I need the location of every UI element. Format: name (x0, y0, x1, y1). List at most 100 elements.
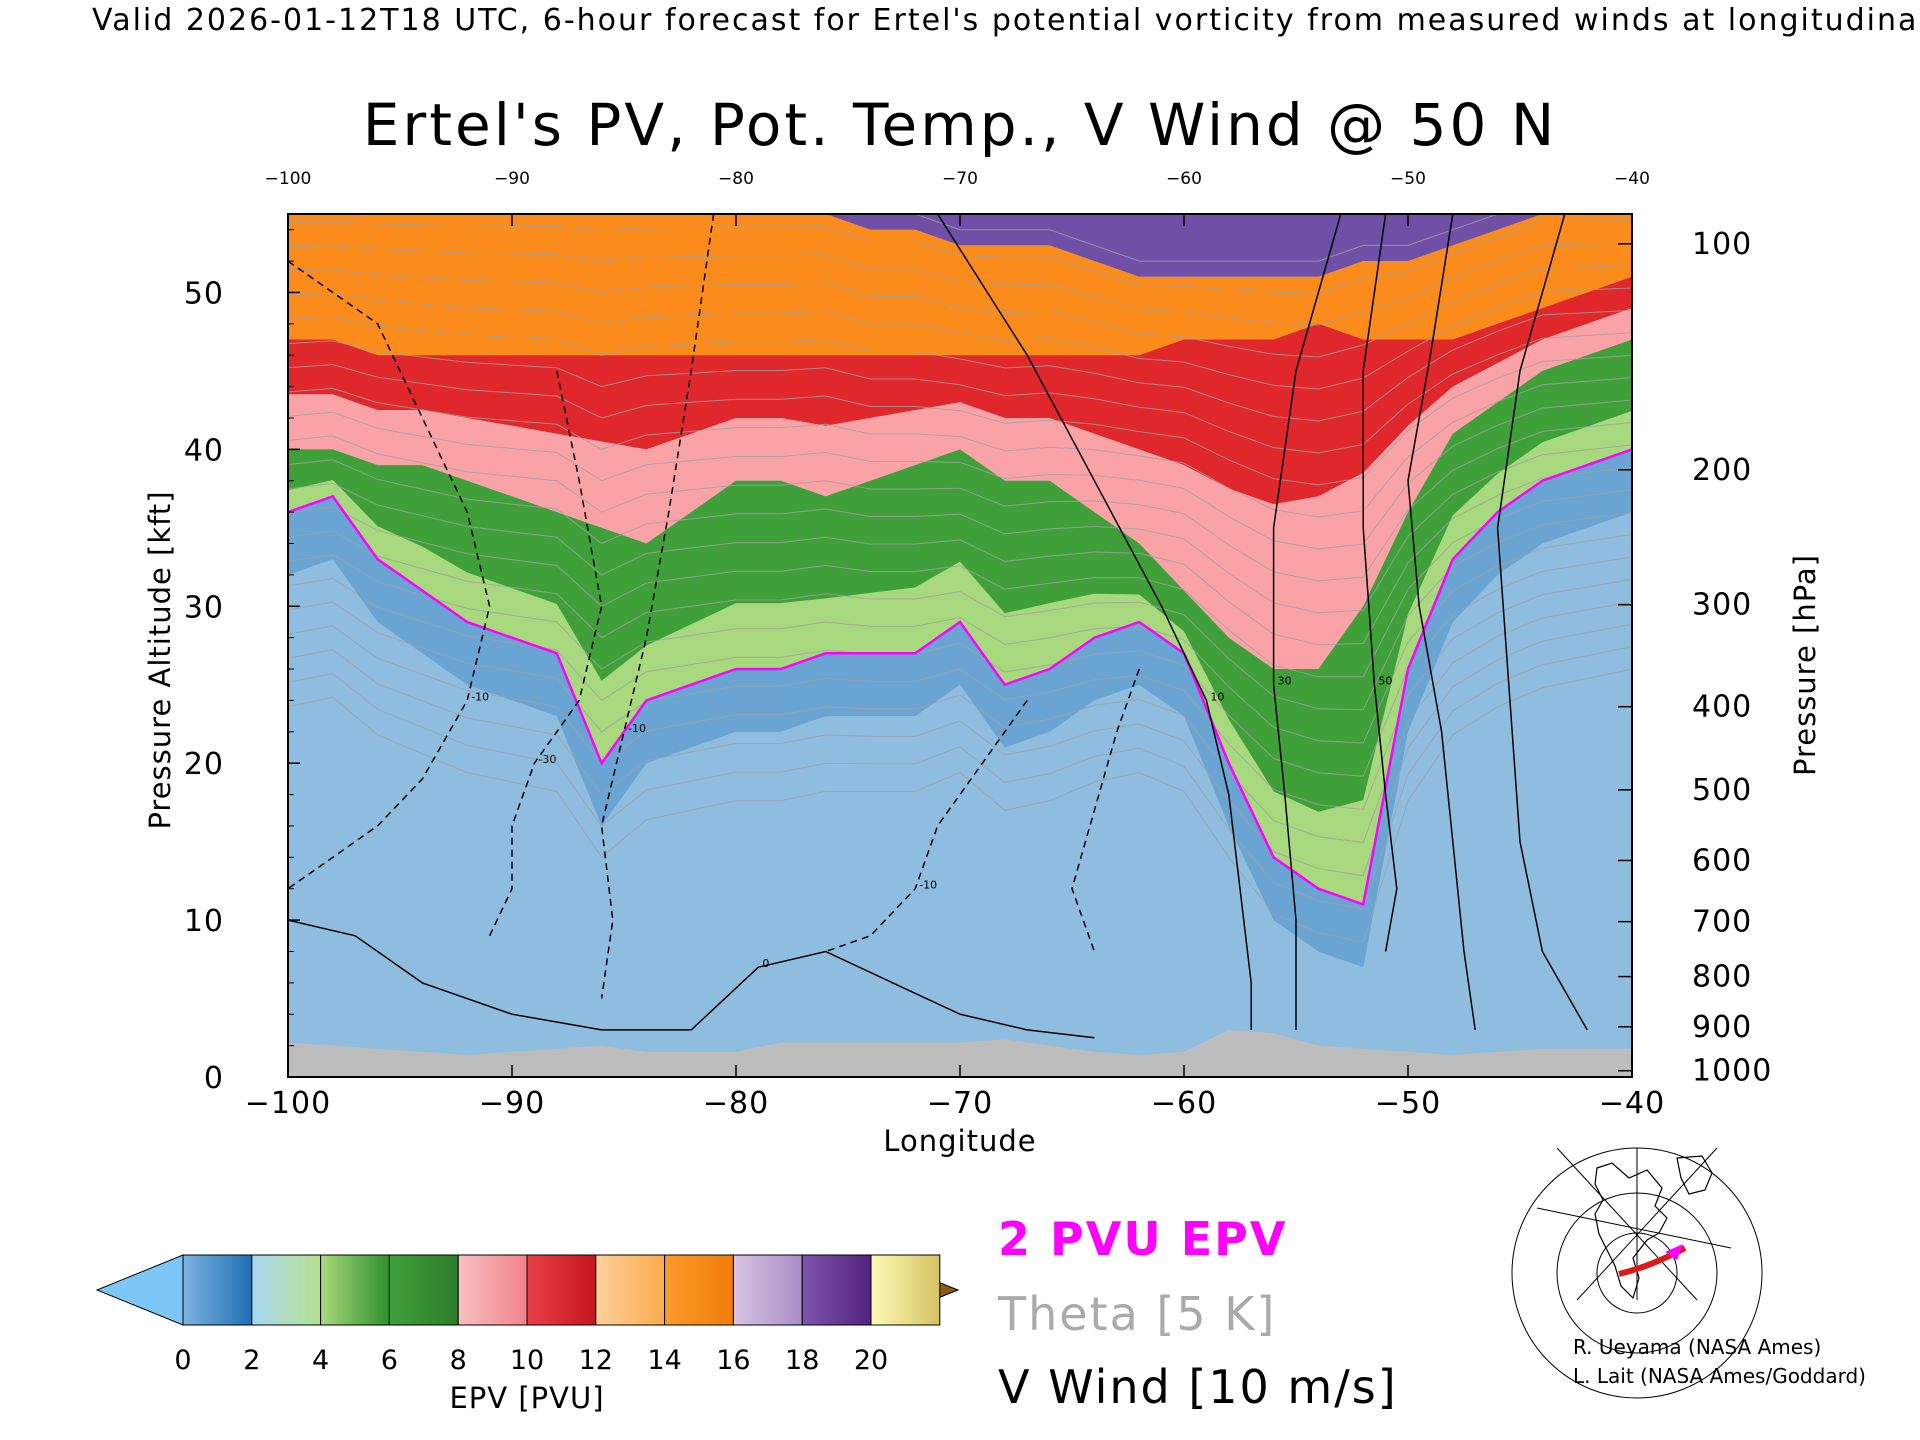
x-top-tick-label: −90 (494, 169, 530, 189)
theta-contour-line (288, 377, 1632, 518)
theta-contour-line (288, 444, 1632, 614)
v-wind-contour-label: 0 (762, 957, 769, 970)
colorbar-tick-label: 18 (785, 1345, 819, 1376)
colorbar-segment (595, 1254, 666, 1326)
v-wind-contour-9 (825, 699, 1028, 953)
x-tick-label: −60 (1151, 1086, 1217, 1121)
colorbar-segment (251, 1254, 322, 1326)
colorbar-segment (320, 1254, 390, 1326)
chart-title: Ertel's PV, Pot. Temp., V Wind @ 50 N (363, 91, 1557, 159)
pressure-tick-label: 500 (1692, 773, 1752, 808)
pressure-tick-label: 700 (1692, 905, 1752, 940)
globe-map-icon (1511, 1147, 1763, 1399)
x-top-tick-label: −80 (718, 169, 754, 189)
theta-contour-line (288, 668, 1632, 943)
legend-vwind: V Wind [10 m/s] (998, 1360, 1398, 1414)
x-tick-label: −70 (927, 1086, 993, 1121)
credit-line-1: R. Ueyama (NASA Ames) (1573, 1335, 1821, 1359)
plot-area: 10 30 50 0 -10 -30 -10 -10 (288, 214, 1632, 1077)
colorbar-tick-label: 6 (381, 1345, 398, 1376)
colorbar-tick-label: 0 (174, 1345, 191, 1376)
colorbar-tick-label: 16 (716, 1345, 750, 1376)
colorbar-segment (526, 1254, 597, 1326)
colorbar-segment (732, 1254, 803, 1326)
x-tick-label: −90 (479, 1086, 545, 1121)
theta-contour-line (288, 332, 1632, 454)
pressure-tick-label: 800 (1692, 960, 1752, 995)
theta-contour-line (288, 489, 1632, 678)
x-top-tick-label: −40 (1614, 169, 1650, 189)
theta-contour-line (288, 242, 1632, 326)
colorbar-tick-label: 10 (510, 1345, 544, 1376)
theta-contour-line (288, 354, 1632, 486)
theta-contour-line (868, 214, 1500, 262)
colorbar-under-triangle (95, 1254, 184, 1326)
colorbar: 0 2 4 6 8 10 12 14 16 18 20 (95, 1254, 960, 1376)
v-wind-contour-label: -30 (538, 753, 556, 766)
pressure-tick-label: 600 (1692, 843, 1752, 878)
x-tick-label: −100 (245, 1086, 331, 1121)
x-tick-label: −50 (1375, 1086, 1441, 1121)
colorbar-tick-label: 12 (579, 1345, 613, 1376)
colorbar-segment (388, 1254, 459, 1326)
legend-theta: Theta [5 K] (997, 1287, 1276, 1341)
v-wind-contour-6 (288, 260, 491, 890)
theta-contour-line (288, 220, 1632, 294)
theta-contour-line (288, 534, 1632, 744)
x-tick-label: −40 (1599, 1086, 1665, 1121)
header-line: Valid 2026-01-12T18 UTC, 6-hour forecast… (92, 3, 1920, 38)
v-wind-contour-label: 10 (1210, 690, 1224, 703)
v-wind-contour-label: -10 (628, 722, 646, 735)
v-wind-contour-4 (1496, 214, 1588, 1031)
theta-contour-line (288, 309, 1632, 422)
theta-contour-line (288, 646, 1632, 910)
v-wind-contour-5 (288, 919, 1095, 1039)
x-top-tick-label: −100 (265, 169, 312, 189)
x-top-tick-label: −70 (942, 169, 978, 189)
v-wind-contour-7 (488, 370, 603, 937)
pressure-tick-label: 100 (1692, 227, 1752, 262)
x-axis-label: Longitude (883, 1124, 1036, 1158)
pressure-tick-label: 1000 (1692, 1054, 1772, 1089)
v-wind-contour-8 (600, 214, 715, 999)
y-axis-label-right: Pressure [hPa] (1788, 554, 1822, 776)
v-wind-contour-1 (1272, 214, 1342, 1030)
y-tick-label: 20 (184, 747, 224, 782)
y-axis-label-left: Pressure Altitude [kft] (143, 490, 177, 829)
colorbar-segment (801, 1254, 872, 1326)
x-tick-label: −80 (703, 1086, 769, 1121)
pv-band-deep-blue (288, 449, 1632, 968)
legend-pv: 2 PVU EPV (998, 1212, 1287, 1266)
x-top-tick-label: −50 (1390, 169, 1426, 189)
pv-band-red (288, 276, 1632, 505)
pressure-tick-label: 200 (1692, 453, 1752, 488)
v-wind-contour-label: -10 (919, 879, 937, 892)
colorbar-segment (182, 1254, 253, 1326)
y-tick-label: 50 (184, 276, 224, 311)
v-wind-contour-2 (1362, 214, 1398, 952)
v-wind-contours: 10 30 50 0 -10 -30 -10 -10 (288, 214, 1588, 1039)
colorbar-tick-label: 4 (312, 1345, 329, 1376)
theta-contour-line (288, 623, 1632, 877)
theta-contour-line (288, 578, 1632, 810)
credit-line-2: L. Lait (NASA Ames/Goddard) (1573, 1364, 1866, 1388)
x-top-tick-label: −60 (1166, 169, 1202, 189)
colorbar-segment (664, 1254, 734, 1326)
pressure-tick-label: 400 (1692, 690, 1752, 725)
colorbar-tick-label: 8 (450, 1345, 467, 1376)
colorbar-tick-label: 14 (647, 1345, 681, 1376)
colorbar-segment (870, 1254, 941, 1326)
colorbar-segment (457, 1254, 528, 1326)
v-wind-contour-label: -10 (471, 690, 489, 703)
theta-contour-line (288, 511, 1632, 711)
colorbar-tick-label: 20 (854, 1345, 888, 1376)
y-tick-label: 30 (184, 590, 224, 625)
theta-contour-line (288, 422, 1632, 582)
colorbar-label: EPV [PVU] (449, 1381, 604, 1415)
theta-contour-line (288, 287, 1632, 390)
y-tick-label: 0 (204, 1061, 224, 1096)
v-wind-contour-label: 30 (1278, 675, 1292, 688)
surface-terrain (288, 1029, 1632, 1077)
pressure-tick-label: 900 (1692, 1010, 1752, 1045)
